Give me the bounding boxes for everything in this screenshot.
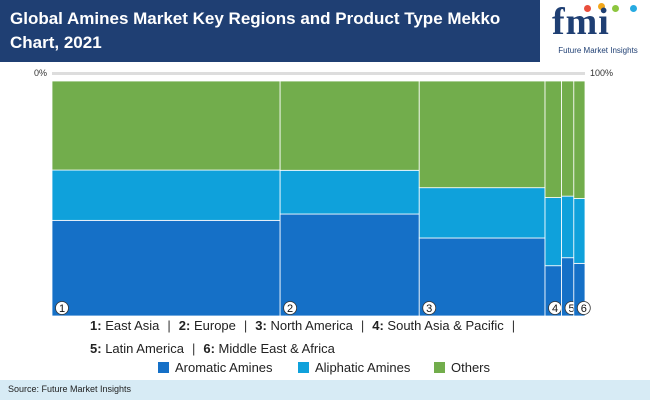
legend-swatch [434,362,445,373]
bar-segment-1-aliphatic-amines [51,169,281,221]
source-footer: Source: Future Market Insights [0,380,650,400]
logo-dot-icon [630,5,637,12]
legend-swatch [298,362,309,373]
bar-segment-3-others [418,80,546,189]
bar-segment-2-aromatic-amines [279,213,420,317]
axis-label-left: 0% [34,68,48,78]
separator: | [360,318,365,333]
bar-segment-4-others [544,80,562,198]
chart-title: Global Amines Market Key Regions and Pro… [10,9,501,52]
category-label-2: 2 [287,303,293,315]
region-item-1: 1: East Asia [90,318,160,333]
bar-segment-2-aliphatic-amines [279,169,420,215]
legend-swatch [158,362,169,373]
legend-item-aromatic: Aromatic Amines [158,360,273,375]
bar-segment-5-others [561,80,575,197]
bar-segment-6-others [573,80,586,199]
bar-segment-3-aromatic-amines [418,237,546,317]
axis-scale-bar [52,72,585,75]
logo-dot-icon [612,5,619,12]
legend-item-aliphatic: Aliphatic Amines [298,360,410,375]
separator: | [243,318,248,333]
category-label-4: 4 [552,303,558,315]
bar-segment-6-aliphatic-amines [573,198,586,264]
logo-text: fmi [552,1,610,43]
bar-segment-3-aliphatic-amines [418,187,546,239]
axis-label-right: 100% [590,68,614,78]
category-label-6: 6 [581,303,587,315]
separator: | [167,318,171,333]
category-label-5: 5 [568,303,574,315]
logo-dot-icon [598,3,605,10]
region-item-5: 5: Latin America [90,341,184,356]
category-marker-6 [576,301,591,315]
logo-dot-icon [584,5,591,12]
source-text: Source: Future Market Insights [8,384,132,394]
region-legend-line-2: 5: Latin America | 6: Middle East & Africa [90,341,335,356]
region-item-3: 3: North America [255,318,353,333]
region-item-2: 2: Europe [178,318,236,333]
category-label-1: 1 [59,303,65,315]
category-marker-3 [422,301,437,315]
bar-segment-1-aromatic-amines [51,219,281,317]
legend-label: Aromatic Amines [175,360,273,375]
bar-segment-1-others [51,80,281,171]
legend-item-others: Others [434,360,490,375]
category-marker-1 [55,301,69,315]
bar-segment-5-aliphatic-amines [561,195,575,259]
legend-label: Others [451,360,491,375]
region-legend-line-1: 1: East Asia | 2: Europe | 3: North America |… [90,318,523,333]
logo-subtitle: Future Market Insights [558,46,638,55]
series-legend: Aromatic Amines Aliphatic Amines Others [0,360,650,378]
bar-segment-2-others [279,80,420,171]
category-marker-2 [283,301,298,315]
region-item-6: 6: Middle East & Africa [203,341,335,356]
fmi-logo: fmi Future Market Insights [540,0,650,62]
legend-label: Aliphatic Amines [315,360,411,375]
separator: | [511,318,516,333]
bar-segment-4-aliphatic-amines [544,197,562,267]
separator: | [191,341,196,356]
header-banner: Global Amines Market Key Regions and Pro… [0,0,650,62]
region-item-4: 4: South Asia & Pacific [372,318,504,333]
category-label-3: 3 [426,303,432,315]
